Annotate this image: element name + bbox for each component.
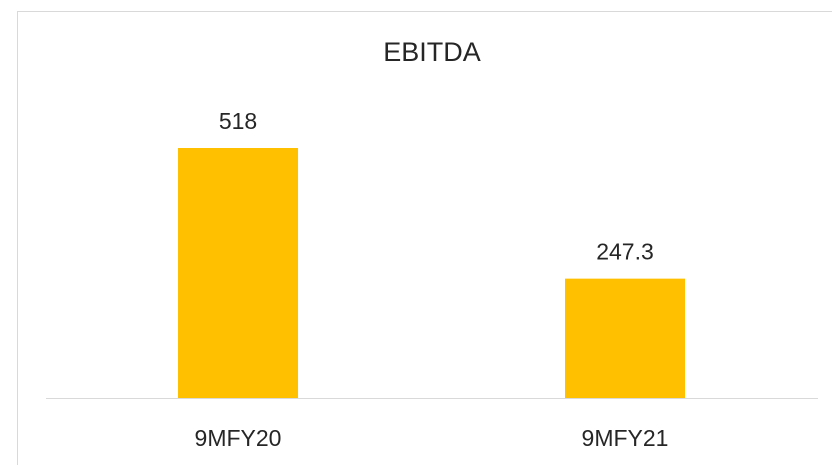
x-tick-label: 9MFY21 <box>582 425 669 451</box>
bar <box>565 278 685 398</box>
data-label: 518 <box>219 108 257 134</box>
chart-title: EBITDA <box>383 37 481 67</box>
x-tick-label: 9MFY20 <box>195 425 282 451</box>
data-label: 247.3 <box>596 239 654 265</box>
bar <box>178 148 298 398</box>
chart-frame <box>17 11 832 465</box>
